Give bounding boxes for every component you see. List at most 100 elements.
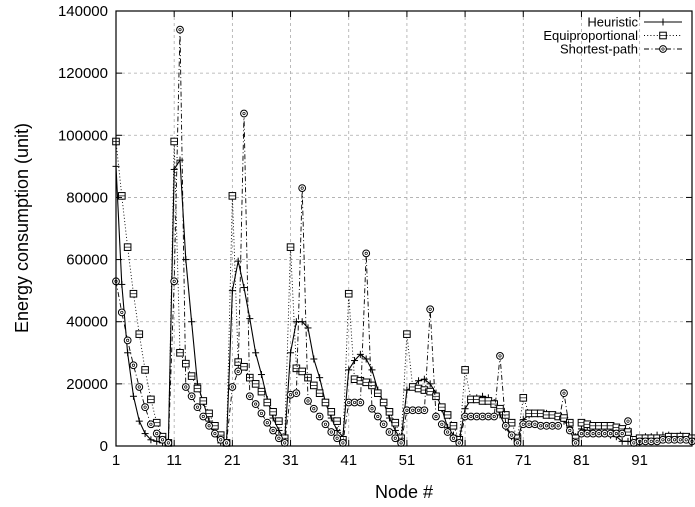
data-point: [449, 422, 458, 430]
data-point: [251, 400, 260, 408]
data-point: [566, 418, 574, 427]
data-point: [216, 435, 225, 444]
data-point: [170, 137, 178, 146]
data-point: [385, 408, 394, 416]
data-point: [188, 318, 196, 326]
data-point: [286, 243, 295, 251]
data-point: [287, 349, 295, 357]
data-point: [391, 418, 400, 427]
data-point: [321, 420, 330, 429]
legend-marker: [659, 31, 667, 40]
data-point: [141, 430, 149, 438]
data-point: [461, 412, 469, 421]
data-point: [606, 429, 615, 438]
data-point: [507, 418, 516, 427]
legend-item: Shortest-path: [560, 42, 682, 57]
data-point: [565, 426, 574, 435]
data-point: [263, 398, 272, 407]
data-point: [327, 428, 336, 436]
data-point: [275, 417, 283, 425]
legend-item: Heuristic: [587, 15, 682, 30]
data-point: [560, 414, 568, 422]
y-tick-label: 120000: [58, 65, 108, 82]
y-tick-label: 140000: [58, 3, 108, 20]
data-point: [135, 417, 143, 425]
y-tick-label: 40000: [66, 314, 108, 331]
data-point: [531, 420, 539, 429]
data-point: [333, 417, 341, 425]
data-point: [373, 412, 382, 421]
series-line: [115, 141, 693, 445]
legend-label: Equiproportional: [543, 28, 638, 43]
data-point: [240, 109, 248, 118]
data-point: [391, 434, 400, 443]
data-point: [176, 25, 184, 34]
data-point: [117, 308, 126, 317]
data-point: [315, 389, 324, 397]
data-point: [437, 420, 446, 429]
data-point: [403, 330, 411, 338]
data-point: [141, 366, 149, 374]
data-point: [461, 405, 469, 413]
data-point: [362, 355, 370, 363]
data-point: [484, 412, 493, 421]
data-point: [577, 429, 586, 438]
data-point: [187, 392, 196, 401]
data-point: [443, 428, 452, 436]
data-point: [269, 408, 277, 416]
data-point: [507, 431, 516, 440]
data-point: [269, 426, 277, 435]
data-point: [298, 367, 306, 376]
data-point: [205, 409, 213, 418]
data-point: [251, 380, 260, 388]
data-point: [449, 434, 458, 443]
data-point: [257, 371, 265, 379]
data-point: [118, 192, 126, 200]
series-equiproportional: [112, 137, 695, 447]
data-point: [420, 375, 428, 383]
data-point: [501, 421, 510, 430]
data-point: [124, 349, 132, 357]
data-point: [618, 429, 627, 438]
data-point: [298, 184, 307, 193]
series-shortest-path: [112, 25, 695, 447]
x-tick-label: 41: [340, 452, 357, 469]
data-point: [443, 411, 452, 419]
data-point: [147, 395, 155, 404]
data-point: [211, 429, 219, 438]
data-point: [123, 243, 132, 251]
data-point: [304, 373, 312, 382]
data-point: [432, 392, 440, 401]
data-point: [403, 406, 411, 415]
data-point: [351, 357, 359, 365]
x-tick-label: 21: [224, 452, 241, 469]
plot-frame: [115, 10, 693, 447]
y-tick-label: 100000: [58, 127, 108, 144]
data-point: [490, 400, 498, 408]
data-point: [135, 330, 144, 338]
data-point: [257, 409, 266, 418]
data-point: [368, 366, 376, 374]
data-point: [426, 387, 434, 396]
data-point: [252, 349, 260, 357]
data-point: [344, 289, 353, 298]
data-point: [455, 438, 464, 447]
y-tick-label: 20000: [66, 376, 108, 393]
axis-ticks: 0 20000 40000 60000 80000 100000 120000 140000 1…: [58, 3, 692, 469]
data-point: [158, 435, 167, 444]
data-point: [339, 438, 347, 447]
x-tick-label: 1: [112, 452, 120, 469]
series-line: [115, 29, 693, 444]
data-point: [496, 351, 504, 360]
data-point: [164, 438, 173, 447]
legend-label: Heuristic: [587, 15, 638, 30]
x-tick-label: 81: [573, 452, 590, 469]
x-tick-label: 71: [515, 452, 532, 469]
data-point: [234, 257, 242, 265]
x-tick-label: 51: [399, 452, 416, 469]
data-point: [176, 348, 184, 357]
data-point: [310, 355, 318, 363]
data-point: [624, 417, 632, 426]
legend-label: Shortest-path: [560, 42, 638, 57]
